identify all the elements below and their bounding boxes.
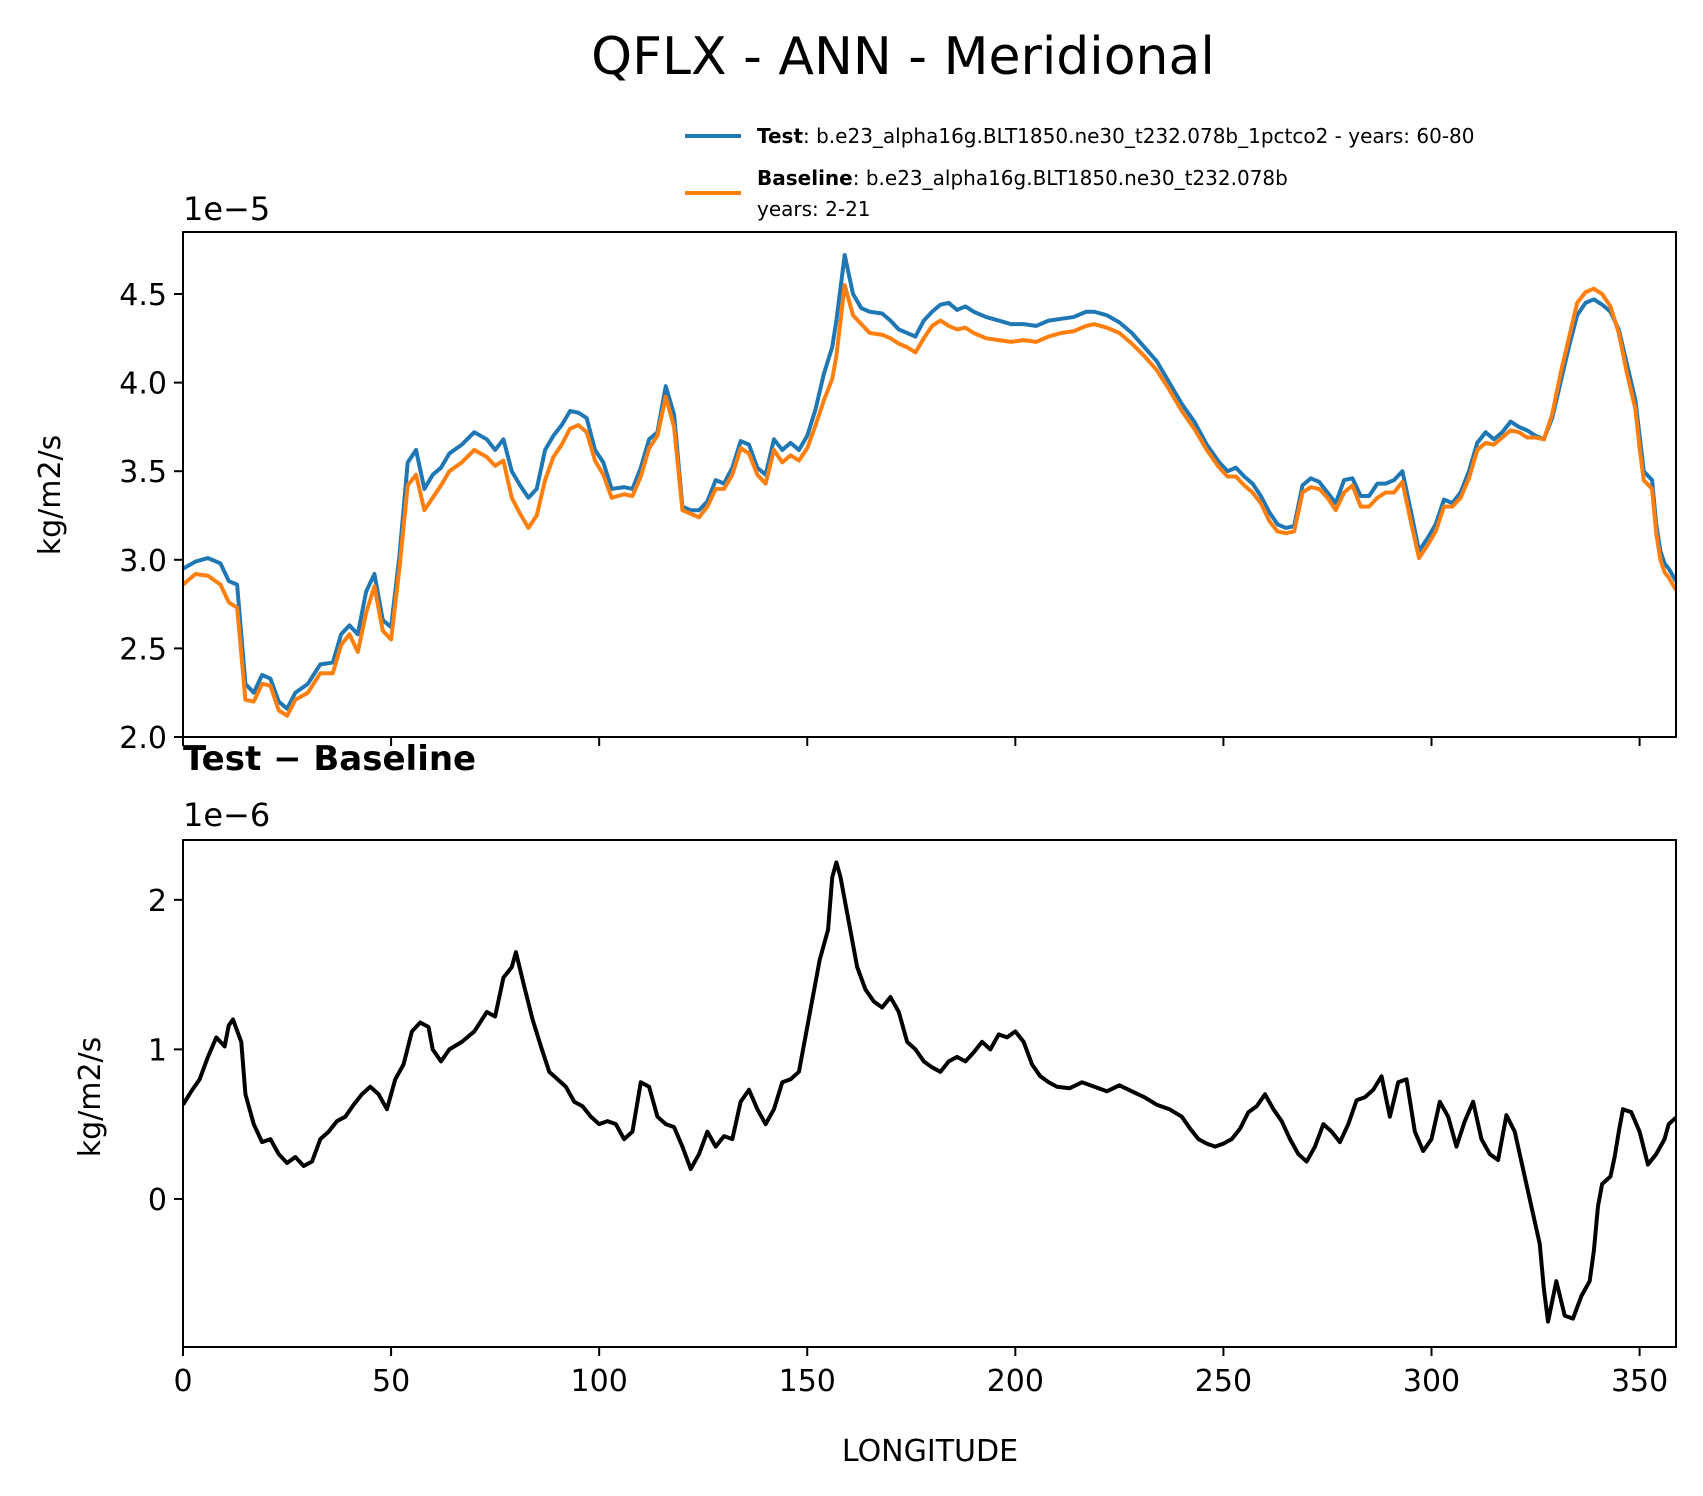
difference-title: Test − Baseline xyxy=(183,739,476,779)
y-tick-label-0-3: 3.5 xyxy=(119,455,167,490)
x-tick-label-0: 0 xyxy=(173,1364,192,1399)
y-tick-label-1-2: 2 xyxy=(148,884,167,919)
series-line-baseline xyxy=(183,283,1676,718)
legend-text-test: : b.e23_alpha16g.BLT1850.ne30_t232.078b_… xyxy=(803,124,1475,148)
legend-text-baseline: : b.e23_alpha16g.BLT1850.ne30_t232.078b xyxy=(853,166,1288,190)
legend-entry-test: Test: b.e23_alpha16g.BLT1850.ne30_t232.0… xyxy=(757,124,1475,148)
top-offset-text: 1e−5 xyxy=(183,190,270,228)
bottom-ylabel: kg/m2/s xyxy=(73,1037,108,1158)
bottom-panel: Test − Baseline 1e−6 kg/m2/s LONGITUDE 0… xyxy=(73,739,1677,1469)
y-tick-label-0-0: 2.0 xyxy=(119,721,167,756)
top-panel: 1e−5 kg/m2/s 2.0 2.5 3.0 3.5 4.0 4.5 xyxy=(33,190,1677,756)
x-tick-label-6: 300 xyxy=(1403,1364,1460,1399)
y-tick-label-0-4: 4.0 xyxy=(119,367,167,402)
chart-title: QFLX - ANN - Meridional xyxy=(591,27,1215,87)
y-tick-label-0-2: 3.0 xyxy=(119,544,167,579)
x-tick-label-4: 200 xyxy=(987,1364,1044,1399)
legend-name-baseline: Baseline xyxy=(757,166,853,190)
plot-frame-0 xyxy=(182,231,1677,738)
x-tick-label-5: 250 xyxy=(1195,1364,1252,1399)
x-tick-label-1: 50 xyxy=(372,1364,410,1399)
bottom-offset-text: 1e−6 xyxy=(183,796,270,834)
x-tick-label-7: 350 xyxy=(1611,1364,1668,1399)
y-tick-label-0-1: 2.5 xyxy=(119,632,167,667)
x-tick-label-2: 100 xyxy=(571,1364,628,1399)
series-line-test xyxy=(183,253,1676,711)
series-line-test-baseline xyxy=(183,860,1676,1324)
top-ylabel: kg/m2/s xyxy=(33,435,68,556)
legend-text-baseline-years: years: 2-21 xyxy=(757,197,871,221)
legend: Test: b.e23_alpha16g.BLT1850.ne30_t232.0… xyxy=(685,124,1475,221)
legend-entry-baseline: Baseline: b.e23_alpha16g.BLT1850.ne30_t2… xyxy=(757,166,1288,190)
y-tick-label-1-1: 1 xyxy=(148,1033,167,1068)
xlabel: LONGITUDE xyxy=(842,1434,1018,1469)
legend-name-test: Test xyxy=(757,124,803,148)
x-tick-label-3: 150 xyxy=(779,1364,836,1399)
y-tick-label-0-5: 4.5 xyxy=(119,278,167,313)
y-tick-label-1-0: 0 xyxy=(148,1183,167,1218)
plot-frame-1 xyxy=(182,839,1677,1348)
